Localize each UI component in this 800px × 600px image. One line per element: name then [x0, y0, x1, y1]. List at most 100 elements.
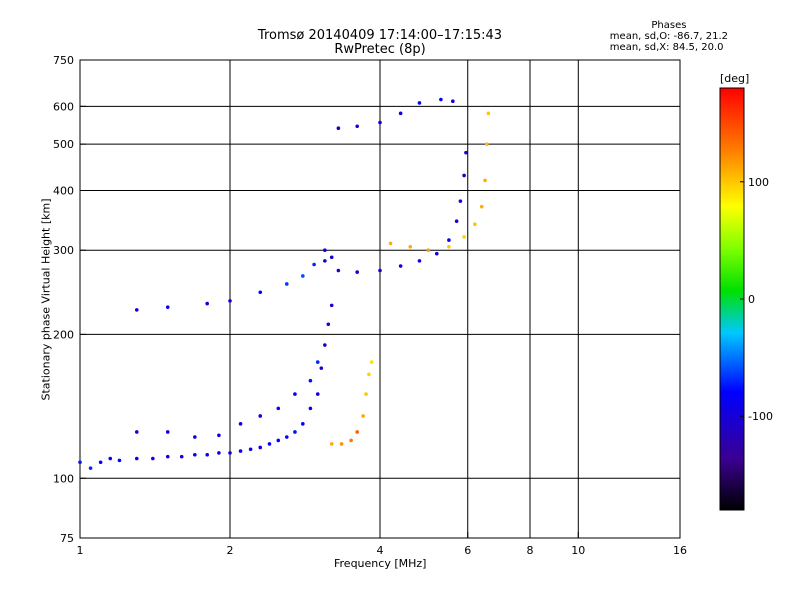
colorbar-tick-label: 100 [748, 176, 769, 189]
data-point [462, 235, 466, 239]
data-point [326, 322, 331, 327]
data-point [355, 430, 359, 434]
data-point [78, 460, 82, 465]
data-point [329, 303, 334, 308]
data-point [319, 366, 324, 370]
data-point [361, 414, 365, 418]
y-tick-label: 75 [60, 532, 74, 545]
data-point [464, 150, 468, 155]
data-point [179, 454, 184, 459]
data-point [284, 435, 289, 439]
y-tick-label: 100 [53, 472, 74, 485]
data-point [336, 126, 341, 130]
x-tick-label: 4 [377, 544, 384, 557]
x-tick-label: 10 [571, 544, 585, 557]
data-point [293, 430, 297, 434]
colorbar-tick-label: 0 [748, 293, 755, 306]
axis-ticks: 1 2 4 6 8 10 16 75 100 200 300 400 500 600 750 [53, 54, 687, 557]
data-point [267, 442, 272, 446]
data-point [434, 251, 439, 256]
data-point [165, 305, 170, 309]
colorbar-ticks: 100 0 -100 [740, 176, 773, 423]
phases-header: Phases [651, 20, 687, 31]
data-point [193, 452, 197, 457]
data-point [484, 142, 489, 146]
x-tick-label: 2 [227, 544, 234, 557]
data-point [276, 406, 281, 411]
data-point [426, 248, 431, 253]
data-point [117, 458, 122, 463]
data-point [284, 282, 289, 286]
data-point [151, 456, 155, 461]
data-point [417, 101, 422, 105]
colorbar-tick-label: -100 [748, 410, 773, 423]
y-tick-label: 600 [53, 100, 74, 113]
data-point [165, 454, 170, 459]
data-point [238, 449, 243, 453]
data-point [276, 438, 281, 443]
y-tick-label: 300 [53, 244, 74, 257]
data-point [323, 259, 327, 263]
grid [80, 60, 680, 538]
data-point [315, 392, 320, 396]
data-point [369, 360, 374, 364]
data-point [447, 238, 451, 242]
data-point [349, 438, 353, 443]
data-point [258, 445, 263, 450]
data-point [447, 244, 451, 249]
data-point [205, 452, 209, 457]
data-point [364, 392, 368, 396]
data-point [301, 274, 305, 278]
data-point [355, 124, 359, 129]
data-point [205, 301, 209, 306]
data-point [108, 456, 113, 461]
phases-x-line: mean, sd,X: 84.5, 20.0 [609, 42, 724, 53]
data-point [329, 442, 334, 446]
phases-legend: Phases mean, sd,O: -86.7, 21.2 mean, sd,… [610, 20, 728, 53]
data-point [312, 262, 316, 267]
chart-title: Tromsø 20140409 17:14:00–17:15:43 [257, 28, 503, 43]
data-point [301, 422, 305, 426]
data-point [439, 97, 443, 102]
data-points [78, 97, 491, 470]
data-point [458, 199, 463, 203]
data-point [308, 406, 313, 411]
x-tick-label: 16 [673, 544, 687, 557]
data-point [454, 219, 459, 224]
data-point [329, 255, 334, 260]
data-point [134, 456, 139, 461]
x-tick-label: 1 [77, 544, 84, 557]
data-point [462, 173, 466, 178]
y-tick-label: 750 [53, 54, 74, 67]
data-point [98, 460, 103, 465]
data-point [336, 268, 341, 273]
data-point [193, 435, 197, 439]
x-tick-label: 8 [527, 544, 534, 557]
data-point [308, 378, 313, 383]
data-point [398, 264, 403, 268]
data-point [355, 270, 359, 274]
data-point [258, 290, 263, 295]
data-point [388, 241, 393, 246]
data-point [238, 422, 243, 426]
data-point [315, 360, 320, 364]
data-point [228, 299, 232, 303]
data-point [417, 259, 422, 263]
data-point [473, 222, 477, 227]
data-point [134, 430, 139, 434]
chart-subtitle: RwPretec (8p) [334, 42, 426, 57]
y-tick-label: 400 [53, 184, 74, 197]
data-point [451, 99, 455, 103]
x-axis-label: Frequency [MHz] [334, 557, 427, 570]
x-tick-label: 6 [464, 544, 471, 557]
data-point [479, 204, 484, 209]
data-point [408, 244, 413, 249]
data-point [367, 372, 371, 377]
y-tick-label: 200 [53, 328, 74, 341]
data-point [339, 442, 344, 446]
data-point [217, 433, 221, 438]
data-point [217, 451, 221, 455]
data-point [323, 343, 327, 347]
data-point [483, 178, 487, 183]
